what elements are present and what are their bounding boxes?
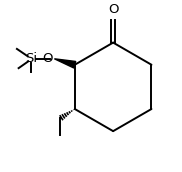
Text: O: O [108,3,118,16]
Polygon shape [54,59,76,68]
Text: O: O [42,52,52,65]
Text: Si: Si [25,52,37,65]
